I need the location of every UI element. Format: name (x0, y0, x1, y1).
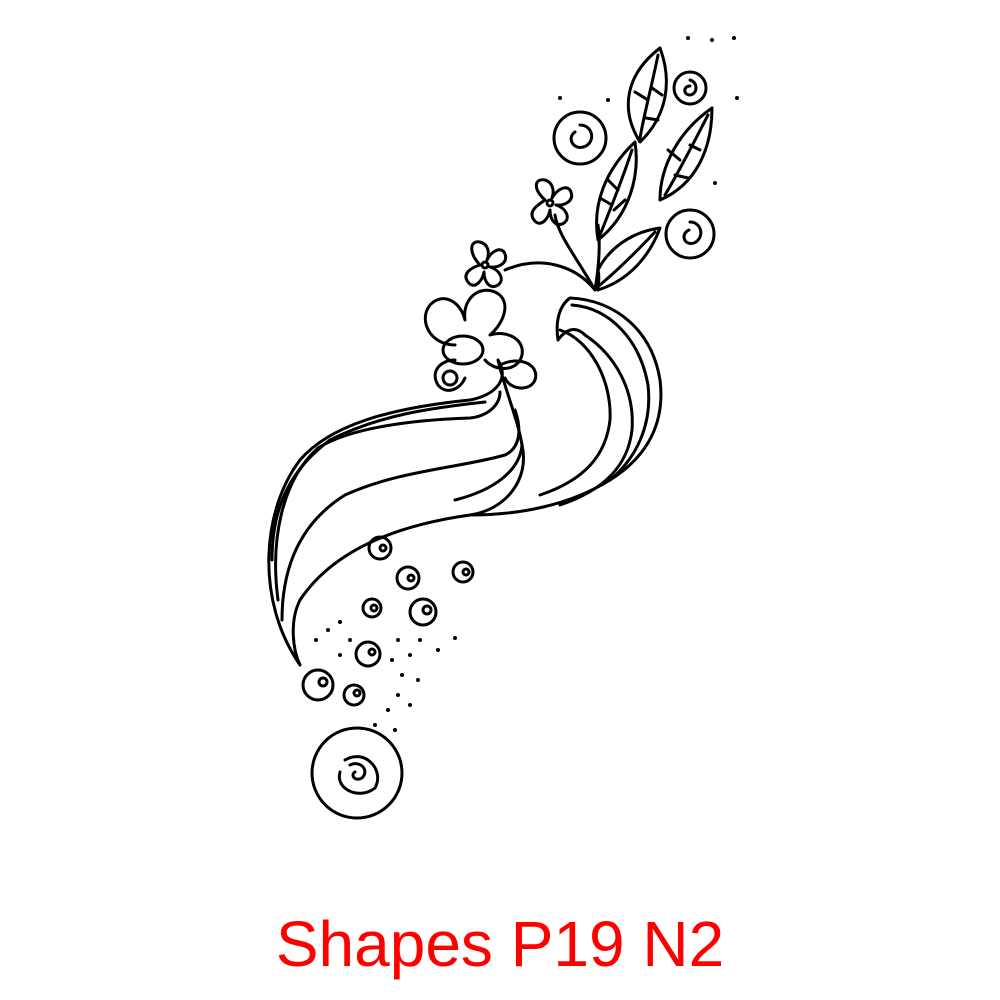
wave-curl (468, 296, 663, 517)
flower-large (423, 288, 538, 392)
design-caption: Shapes P19 N2 (275, 908, 725, 980)
flower-small-2 (530, 178, 574, 226)
flower-small-1 (464, 240, 508, 288)
rose-spiral-top-left (552, 110, 608, 166)
rose-spiral-bottom (310, 726, 404, 820)
wave-sweep (267, 358, 525, 667)
scatter-dots (314, 36, 739, 732)
leaf-branch (503, 46, 714, 292)
rose-spiral-top-right (672, 70, 708, 106)
rose-spiral-right (664, 208, 716, 260)
bubbles (301, 535, 475, 707)
